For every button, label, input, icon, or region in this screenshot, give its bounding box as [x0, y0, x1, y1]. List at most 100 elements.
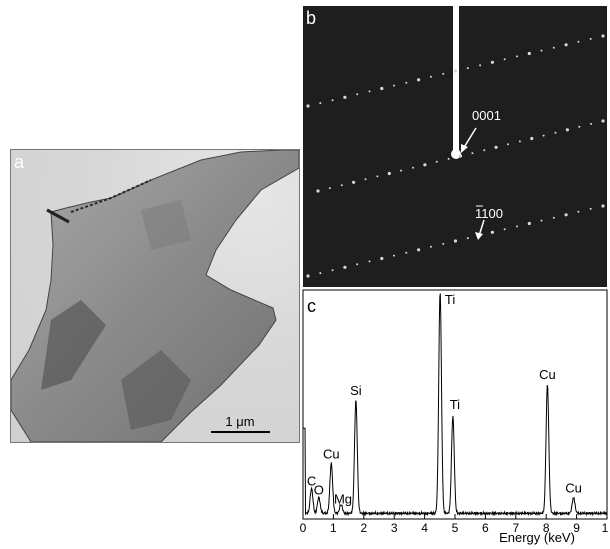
- diffraction-spot: [466, 67, 469, 70]
- diffraction-spot: [368, 90, 371, 93]
- diffraction-spot: [527, 51, 531, 56]
- diffraction-spot: [319, 272, 322, 275]
- peak-label: Ti: [445, 292, 455, 307]
- x-tick-label: 4: [421, 521, 428, 535]
- diffraction-pattern-image: b 0001 1100: [303, 6, 607, 287]
- diffraction-spot: [479, 64, 482, 67]
- diffraction-spot: [376, 175, 379, 178]
- x-tick-label: 5: [452, 521, 459, 535]
- diffraction-spot: [552, 216, 555, 219]
- diffraction-spot: [442, 242, 445, 245]
- diffraction-spot: [458, 154, 463, 158]
- diffraction-spot: [380, 256, 384, 261]
- arrow-0001-head: [461, 144, 468, 153]
- diffraction-spot: [552, 46, 555, 49]
- peak-label: Mg: [334, 491, 352, 506]
- diffraction-spot: [368, 260, 371, 263]
- x-tick-label: 3: [391, 521, 398, 535]
- diffraction-spot: [423, 163, 427, 167]
- diffraction-spot: [447, 157, 450, 160]
- peak-label: Cu: [565, 481, 582, 496]
- diffraction-spot: [340, 184, 343, 187]
- peak-labels: CO Cu Mg Si Ti Ti Cu Cu: [307, 292, 582, 506]
- diffraction-spot: [387, 171, 391, 176]
- diffraction-spot: [417, 248, 421, 252]
- diffraction-spot: [429, 245, 432, 248]
- arrow-0001: [462, 127, 477, 150]
- diffraction-spot: [516, 225, 518, 228]
- diffraction-spot: [343, 265, 347, 269]
- diffraction-spot: [527, 221, 531, 226]
- panel-a-label: a: [14, 152, 25, 172]
- eds-spectrum-chart: 0 1 2 3 4 5 6 7 8 9 1 CO Cu Mg Si Ti Ti Cu Cu c Energy (k…: [300, 289, 609, 545]
- diffraction-spot: [328, 187, 331, 190]
- diffraction-spot: [516, 55, 518, 58]
- spectrum-line: [303, 293, 608, 517]
- beam-stopper: [453, 6, 459, 156]
- diffraction-spot: [540, 49, 543, 52]
- diffraction-spot: [352, 180, 356, 184]
- diffraction-spot: [453, 69, 458, 73]
- diffraction-spot: [518, 140, 521, 143]
- diffraction-spot: [417, 78, 421, 82]
- peak-label: Si: [350, 383, 362, 398]
- eds-spectrum-panel: 0 1 2 3 4 5 6 7 8 9 1 C O Cu Mg Si Ti Ti Cu Cu c Energy (k…: [300, 289, 609, 545]
- x-tick-label: 2: [360, 521, 367, 535]
- central-spot: [451, 149, 461, 159]
- diffraction-spot: [466, 237, 469, 240]
- diffraction-spot: [319, 102, 322, 105]
- diffraction-spot: [503, 228, 506, 231]
- diffraction-spot: [306, 104, 310, 108]
- diffraction-spot: [554, 131, 557, 134]
- diffraction-spot: [412, 166, 414, 169]
- diffraction-spot: [507, 143, 509, 146]
- diffraction-spot: [589, 207, 592, 210]
- annotation-0001: 0001: [472, 108, 501, 123]
- diffraction-spot: [331, 99, 334, 102]
- x-tick-label: 1: [602, 521, 609, 535]
- diffraction-spot: [331, 269, 334, 272]
- x-axis-ticks: 0 1 2 3 4 5 6 7 8 9 1: [300, 514, 609, 535]
- diffraction-spot: [483, 149, 486, 152]
- diffraction-spot: [393, 84, 395, 87]
- diffraction-pattern-panel: b 0001 1100: [303, 6, 607, 287]
- panel-b-label: b: [306, 8, 316, 28]
- scale-bar-label: 1 μm: [225, 414, 254, 429]
- diffraction-spot: [601, 119, 605, 123]
- tem-image-panel: a 1 μm: [10, 149, 300, 443]
- diffraction-spot: [503, 58, 506, 61]
- x-tick-label: 0: [300, 521, 307, 535]
- diffraction-spot: [490, 60, 494, 64]
- tem-flake-image: a 1 μm: [11, 150, 299, 442]
- diffraction-spot: [405, 81, 408, 84]
- diffraction-spot: [490, 230, 494, 234]
- peak-label: Cu: [323, 447, 340, 462]
- diffraction-spot: [494, 145, 498, 149]
- diffraction-spot: [343, 95, 347, 99]
- panel-c-label: c: [307, 296, 316, 316]
- diffraction-spot: [306, 274, 310, 278]
- diffraction-spot: [393, 254, 395, 257]
- diffraction-spot: [400, 169, 403, 172]
- diffraction-spot: [453, 239, 458, 243]
- annotation-1100: 1100: [475, 206, 503, 221]
- diffraction-spot: [530, 136, 534, 141]
- x-tick-label: 9: [573, 521, 580, 535]
- diffraction-spot: [356, 263, 359, 266]
- x-tick-label: 7: [512, 521, 519, 535]
- diffraction-spot: [442, 72, 445, 75]
- diffraction-spot: [565, 128, 569, 132]
- diffraction-spot: [590, 122, 593, 125]
- diffraction-spot: [405, 251, 408, 254]
- diffraction-spots: [306, 34, 605, 278]
- x-tick-label: 6: [482, 521, 489, 535]
- diffraction-spot: [564, 213, 568, 217]
- peak-label: Cu: [539, 367, 556, 382]
- diffraction-spot: [601, 204, 605, 208]
- diffraction-spot: [542, 134, 545, 137]
- diffraction-spot: [601, 34, 605, 38]
- arrow-1100-head: [475, 232, 483, 240]
- x-tick-label: 1: [330, 521, 337, 535]
- diffraction-spot: [380, 86, 384, 91]
- peak-label: Ti: [450, 397, 460, 412]
